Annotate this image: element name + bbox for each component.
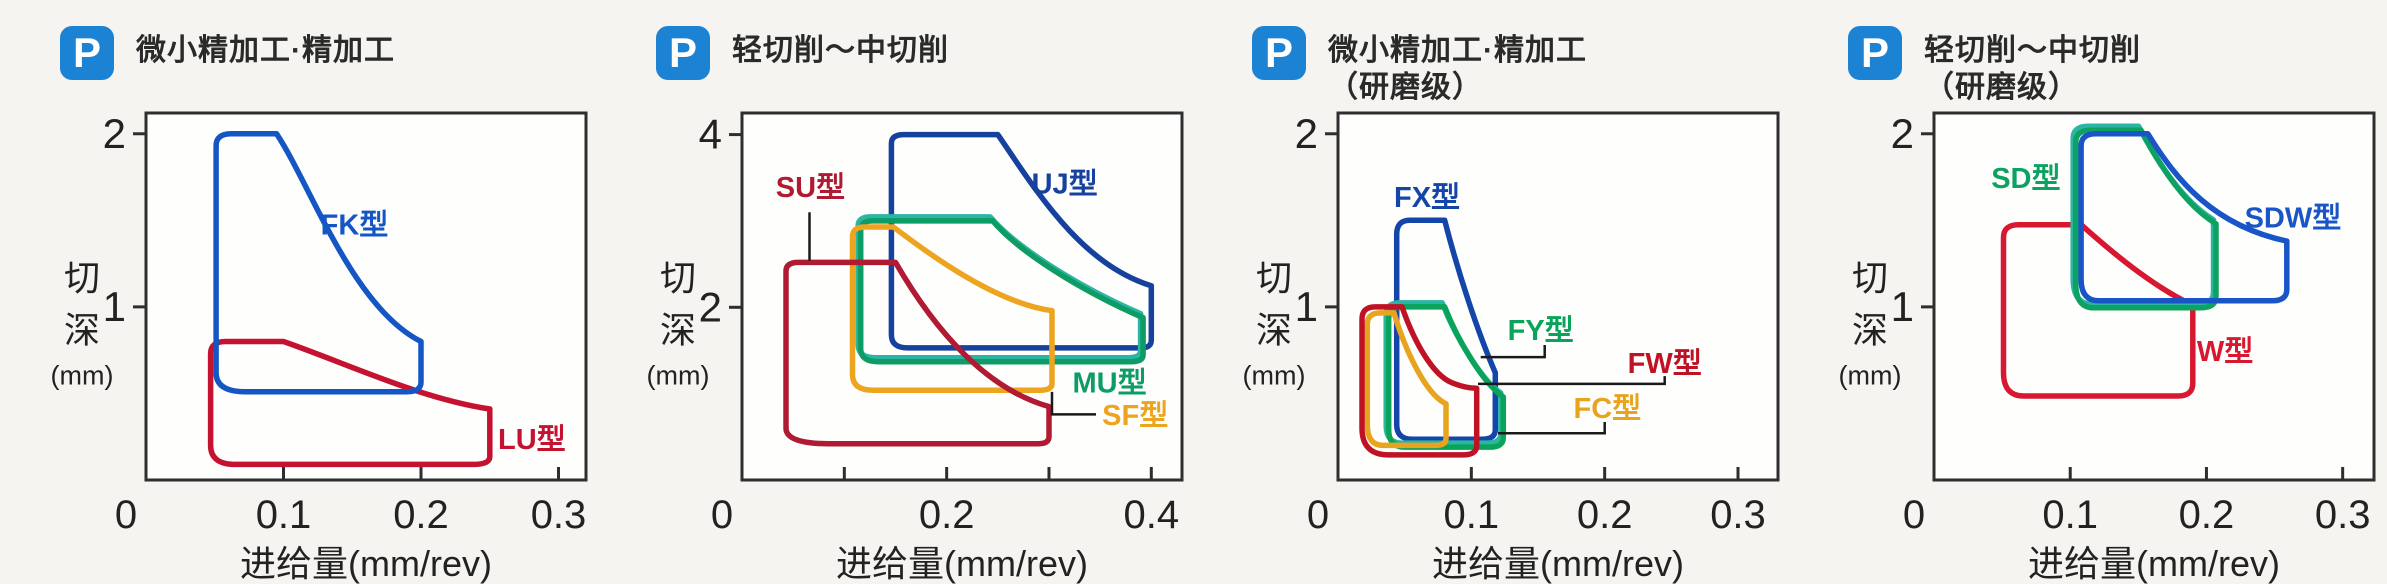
series-label: SU型 xyxy=(776,171,845,204)
y-tick-label: 2 xyxy=(1891,110,1914,157)
y-axis-title: (mm) xyxy=(1839,361,1902,391)
y-axis-title: 深 xyxy=(1256,310,1292,351)
application-range-chart: 0.1 0.2 0.3 0 1 2 切深 (mm) 进给量(mm/rev) FX型 FY型 FC型 FW… xyxy=(1243,110,1780,584)
y-axis-title: 切 xyxy=(64,258,100,299)
label-leader-line xyxy=(1478,376,1666,386)
series-label: FK型 xyxy=(321,209,389,242)
series-outline xyxy=(213,131,424,395)
series-outline xyxy=(2072,127,2219,311)
iso-p-badge: P xyxy=(60,26,114,80)
y-axis-title: 切 xyxy=(660,258,696,299)
x-tick-label: 0.2 xyxy=(2179,493,2235,537)
panel-title-line2: （研磨级） xyxy=(1924,71,2079,104)
panel-title-line1: 轻切削～中切削 xyxy=(732,34,949,67)
plot-box xyxy=(1932,111,2376,482)
series-label: FX型 xyxy=(1394,181,1460,214)
panel-title: 微小精加工·精加工 （研磨级） xyxy=(1328,32,1587,106)
label-leader-line xyxy=(1498,422,1606,435)
x-axis-title: 进给量(mm/rev) xyxy=(1432,543,1684,584)
series-label: FY型 xyxy=(1508,314,1574,347)
y-tick-label: 4 xyxy=(699,111,722,158)
x-origin-label: 0 xyxy=(1307,493,1329,537)
x-tick-label: 0.2 xyxy=(393,493,449,537)
chart-panel-light-medium: P 轻切削～中切削 0.2 0.4 0 2 4 切深 (mm) 进给量(mm/rev) UJ型 M… xyxy=(596,0,1192,584)
y-axis-title: (mm) xyxy=(1243,361,1306,391)
x-tick-label: 0.2 xyxy=(1577,493,1633,537)
application-range-chart: 0.1 0.2 0.3 0 1 2 切深 (mm) 进给量(mm/rev) W型 SD型 SDW型 xyxy=(1839,110,2376,584)
plot-box xyxy=(144,111,588,482)
x-tick-label: 0.3 xyxy=(1710,493,1766,537)
y-tick-label: 2 xyxy=(1295,110,1318,157)
panel-title: 轻切削～中切削 （研磨级） xyxy=(1924,32,2141,106)
x-origin-label: 0 xyxy=(115,493,137,537)
series-label: MU型 xyxy=(1073,366,1147,399)
panel-title-line1: 微小精加工·精加工 xyxy=(1328,34,1587,67)
y-axis-title: 切 xyxy=(1256,258,1292,299)
x-origin-label: 0 xyxy=(711,493,733,537)
y-tick-label: 1 xyxy=(1295,283,1318,330)
panel-title: 微小精加工·精加工 xyxy=(136,32,395,69)
x-tick-label: 0.1 xyxy=(2042,493,2098,537)
series-outline xyxy=(849,224,1055,393)
series-label: UJ型 xyxy=(1032,168,1098,201)
y-tick-label: 2 xyxy=(103,110,126,157)
y-axis-title: 深 xyxy=(1852,310,1888,351)
y-axis-title: 切 xyxy=(1852,258,1888,299)
x-axis-title: 进给量(mm/rev) xyxy=(2028,543,2280,584)
iso-p-badge: P xyxy=(1252,26,1306,80)
chart-panel-finishing: P 微小精加工·精加工 0.1 0.2 0.3 0 1 2 切深 (mm) 进给量(mm/rev… xyxy=(0,0,596,584)
y-tick-label: 1 xyxy=(103,283,126,330)
series-label: FW型 xyxy=(1628,347,1702,380)
x-tick-label: 0.3 xyxy=(531,493,587,537)
y-axis-title: 深 xyxy=(660,310,696,351)
application-range-chart: 0.1 0.2 0.3 0 1 2 切深 (mm) 进给量(mm/rev) LU型 FK型 xyxy=(51,110,588,584)
iso-p-badge: P xyxy=(656,26,710,80)
x-tick-label: 0.3 xyxy=(2315,493,2371,537)
series-label: LU型 xyxy=(498,423,566,456)
chart-panel-light-medium-ground: P 轻切削～中切削 （研磨级） 0.1 0.2 0.3 0 1 2 切深 (mm) 进给量(mm… xyxy=(1788,0,2384,584)
x-axis-title: 进给量(mm/rev) xyxy=(240,543,492,584)
series-outline xyxy=(1364,310,1449,449)
iso-p-badge: P xyxy=(1848,26,1902,80)
x-tick-label: 0.2 xyxy=(919,493,975,537)
panel-title-line1: 微小精加工·精加工 xyxy=(136,34,395,67)
series-label: SDW型 xyxy=(2245,202,2342,235)
y-tick-label: 2 xyxy=(699,283,722,330)
y-tick-label: 1 xyxy=(1891,283,1914,330)
plot-box xyxy=(1336,111,1780,482)
x-origin-label: 0 xyxy=(1903,493,1925,537)
panel-title-line2: （研磨级） xyxy=(1328,71,1483,104)
series-outline xyxy=(2078,131,2290,304)
series-label: SD型 xyxy=(1991,162,2060,195)
label-leader-line xyxy=(1050,391,1096,416)
series-outline xyxy=(888,131,1155,351)
chart-panel-finishing-ground: P 微小精加工·精加工 （研磨级） 0.1 0.2 0.3 0 1 2 切深 (mm) 进给量(… xyxy=(1192,0,1788,584)
x-tick-label: 0.1 xyxy=(256,493,312,537)
series-label: SF型 xyxy=(1102,399,1168,432)
y-axis-title: (mm) xyxy=(51,361,114,391)
x-tick-label: 0.1 xyxy=(1444,493,1500,537)
panel-title: 轻切削～中切削 xyxy=(732,32,949,69)
y-axis-title: (mm) xyxy=(647,361,710,391)
series-label: FC型 xyxy=(1573,392,1641,425)
series-outline xyxy=(857,218,1146,365)
series-outline xyxy=(207,338,493,468)
x-axis-title: 进给量(mm/rev) xyxy=(836,543,1088,584)
series-outline xyxy=(783,259,1052,447)
label-leader-line xyxy=(1480,345,1546,359)
y-axis-title: 深 xyxy=(64,310,100,351)
panel-title-line1: 轻切削～中切削 xyxy=(1924,34,2141,67)
x-tick-label: 0.4 xyxy=(1123,493,1179,537)
series-outline xyxy=(1359,304,1480,458)
series-label: W型 xyxy=(2197,335,2253,368)
